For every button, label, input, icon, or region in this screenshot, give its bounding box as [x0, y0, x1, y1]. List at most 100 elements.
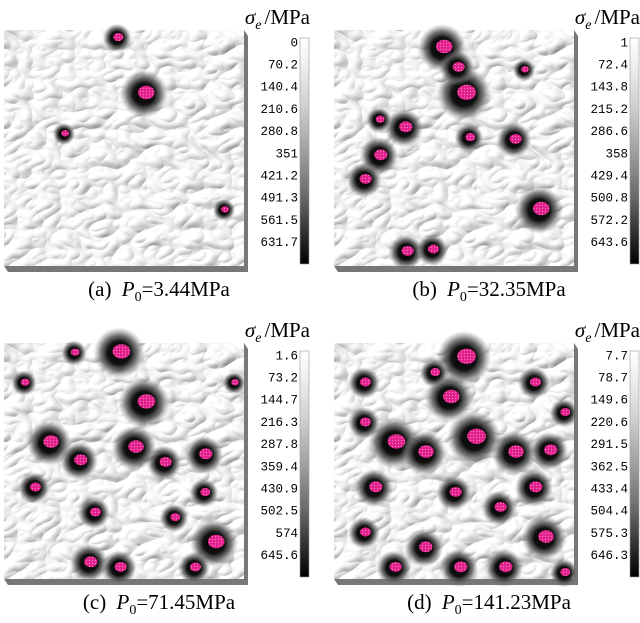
symbol: P: [446, 277, 460, 301]
fracture-cluster: [112, 344, 131, 359]
colorbar-tick-label: 215.2: [590, 103, 628, 117]
prefix: (b): [412, 277, 442, 301]
symbol: σ: [245, 318, 257, 342]
fracture-cluster: [20, 378, 30, 386]
colorbar-tick-label: 646.3: [590, 549, 628, 563]
value: =3.44MPa: [142, 277, 231, 301]
fracture-cluster: [70, 348, 80, 356]
fracture-cluster: [360, 377, 371, 387]
fracture-cluster: [74, 454, 88, 466]
fracture-cluster: [419, 541, 433, 553]
caption: (b) P0=32.35MPa: [412, 277, 566, 305]
caption: (c) P0=71.45MPa: [83, 590, 236, 618]
colorbar-tick-label: 149.6: [590, 394, 628, 408]
colorbar-title: σe/MPa: [245, 318, 311, 346]
panel: 1.6 73.2 144.7 216.3 287.8 359.4 430.9 502.5 574…: [4, 318, 311, 618]
colorbar-tick-label: 78.7: [598, 371, 628, 385]
fracture-cluster: [221, 206, 229, 213]
fracture-cluster: [159, 456, 172, 467]
fracture-cluster: [494, 501, 507, 512]
caption: (d) P0=141.23MPa: [407, 590, 572, 618]
colorbar-tick-label: 359.4: [260, 460, 298, 474]
colorbar-tick-label: 140.4: [260, 81, 298, 95]
prefix: (d): [407, 590, 437, 614]
unit: /MPa: [264, 5, 310, 29]
fracture-cluster: [137, 394, 156, 409]
fracture-cluster: [375, 115, 385, 123]
colorbar: [299, 350, 310, 578]
fracture-cluster: [457, 84, 476, 100]
colorbar-tick-label: 7.7: [605, 349, 628, 363]
fracture-cluster: [544, 444, 558, 456]
fracture-cluster: [533, 201, 550, 216]
colorbar-title: σe/MPa: [575, 5, 640, 33]
symbol: P: [121, 277, 135, 301]
fracture-cluster: [369, 481, 383, 493]
colorbar-tick-label: 0: [290, 36, 298, 50]
fracture-cluster: [418, 445, 434, 458]
colorbar-tick-label: 574: [275, 527, 298, 541]
subscript: 0: [460, 290, 467, 305]
surface: [4, 30, 244, 266]
fracture-cluster: [208, 534, 225, 549]
fracture-cluster: [401, 245, 414, 256]
unit: /MPa: [594, 318, 640, 342]
colorbar-tick-label: 1.6: [275, 349, 298, 363]
colorbar-tick-label: 491.3: [260, 192, 298, 206]
fracture-cluster: [138, 85, 155, 100]
fracture-cluster: [61, 130, 69, 137]
symbol: P: [115, 590, 129, 614]
fracture-cluster: [128, 440, 144, 453]
fracture-cluster: [454, 561, 468, 573]
subscript: 0: [129, 603, 136, 618]
fracture-cluster: [457, 348, 476, 364]
colorbar-tick-label: 220.6: [590, 416, 628, 430]
colorbar-tick-label: 143.8: [590, 81, 628, 95]
fracture-cluster: [529, 481, 543, 493]
colorbar-tick-label: 421.2: [260, 169, 298, 183]
fracture-cluster: [509, 133, 522, 144]
symbol: P: [441, 590, 455, 614]
subscript: 0: [135, 290, 142, 305]
fracture-cluster: [360, 417, 371, 427]
fracture-cluster: [113, 33, 124, 42]
symbol: σ: [575, 318, 587, 342]
fracture-cluster: [508, 445, 524, 458]
prefix: (a): [88, 277, 117, 301]
symbol: σ: [245, 5, 257, 29]
subscript: e: [585, 331, 591, 346]
fracture-cluster: [465, 133, 476, 142]
colorbar-tick-label: 280.8: [260, 125, 298, 139]
panel: 7.7 78.7 149.6 220.6 291.5 362.5 433.4 504.4 575…: [334, 318, 640, 618]
value: =71.45MPa: [136, 590, 235, 614]
colorbar-tick-label: 504.4: [590, 505, 628, 519]
panel: 0 70.2 140.4 210.6 280.8 351 421.2 491.3 561.5 63…: [4, 5, 311, 305]
colorbar: [629, 350, 640, 578]
fracture-cluster: [84, 556, 98, 568]
fracture-cluster: [443, 389, 460, 404]
symbol: σ: [575, 5, 587, 29]
fracture-cluster: [499, 561, 513, 573]
colorbar-tick-label: 572.2: [590, 214, 628, 228]
fracture-cluster: [560, 408, 571, 417]
fracture-cluster: [200, 488, 211, 497]
colorbar-tick-label: 70.2: [268, 58, 298, 72]
colorbar-tick-label: 433.4: [590, 482, 628, 496]
colorbar-tick-label: 645.6: [260, 549, 298, 563]
colorbar-tick-label: 561.5: [260, 214, 298, 228]
fracture-cluster: [389, 561, 402, 572]
colorbar-tick-label: 643.6: [590, 236, 628, 250]
colorbar-tick-label: 72.4: [598, 58, 628, 72]
colorbar-title: σe/MPa: [245, 5, 311, 33]
colorbar-title: σe/MPa: [575, 318, 640, 346]
fracture-cluster: [170, 513, 181, 522]
colorbar-tick-label: 287.8: [260, 438, 298, 452]
fracture-cluster: [430, 368, 441, 377]
fracture-cluster: [560, 568, 571, 577]
subscript: e: [585, 18, 591, 33]
fracture-cluster: [530, 377, 541, 387]
fracture-cluster: [199, 448, 213, 460]
colorbar: [629, 37, 640, 265]
fracture-cluster: [43, 435, 59, 448]
